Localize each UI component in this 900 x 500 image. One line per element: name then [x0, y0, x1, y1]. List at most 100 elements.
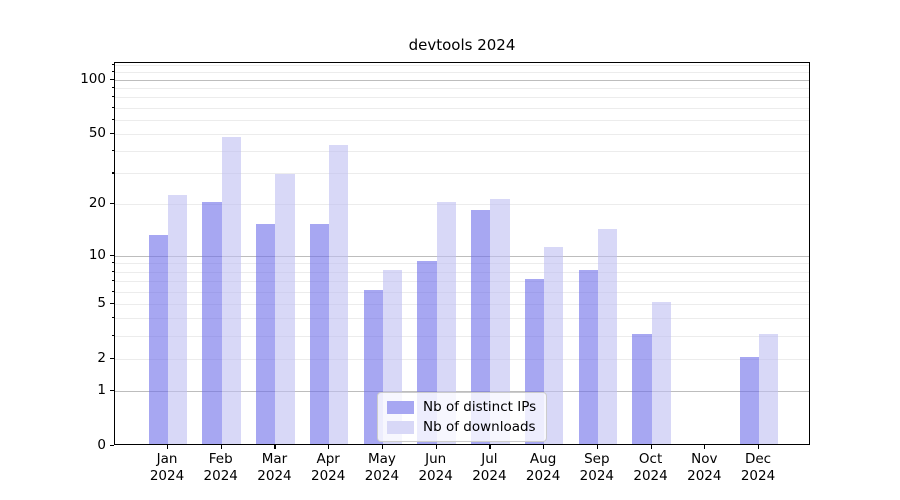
gridline-minor: [115, 204, 809, 206]
x-tick-mark: [274, 445, 276, 449]
x-tick-mark: [650, 445, 652, 449]
bar-distinct-ips-9: [632, 333, 652, 444]
legend: Nb of distinct IPs Nb of downloads: [377, 392, 547, 442]
bar-downloads-1: [221, 136, 242, 444]
x-tick-mark: [381, 445, 384, 449]
bar-downloads-11: [759, 333, 779, 444]
gridline-major: [115, 390, 809, 392]
gridline-major: [115, 79, 809, 81]
x-tick-mark: [704, 445, 706, 449]
y-minor-tick-mark: [111, 106, 114, 108]
x-tick-mark: [220, 445, 222, 449]
gridline-minor: [115, 335, 809, 337]
y-minor-tick-mark: [111, 86, 114, 89]
y-minor-tick-mark: [111, 203, 114, 205]
x-tick-label: Sep 2024: [579, 451, 614, 484]
bar-downloads-7: [544, 246, 564, 444]
x-tick-label: May 2024: [364, 451, 400, 484]
x-tick-label: Dec 2024: [740, 451, 776, 484]
x-tick-mark: [596, 445, 599, 449]
y-minor-tick-mark: [111, 270, 114, 272]
legend-label-distinct-ips: Nb of distinct IPs: [423, 399, 537, 415]
bar-distinct-ips-11: [739, 356, 760, 444]
y-tick-mark: [110, 78, 114, 80]
x-tick-mark: [758, 445, 760, 449]
x-tick-mark: [435, 445, 437, 449]
plot-area: [114, 62, 810, 445]
bar-distinct-ips-6: [471, 210, 491, 444]
gridline-minor: [115, 133, 809, 135]
y-tick-label: 10: [88, 246, 106, 263]
x-tick-label: Jan 2024: [149, 451, 185, 484]
gridline-minor: [115, 107, 809, 109]
x-tick-label: Feb 2024: [203, 451, 238, 484]
bar-downloads-8: [597, 229, 618, 444]
bar-downloads-3: [329, 145, 349, 444]
y-minor-tick-mark: [111, 290, 114, 292]
x-tick-label: Jun 2024: [418, 451, 453, 484]
y-tick-label: 1: [97, 381, 106, 398]
gridline-minor: [115, 119, 809, 121]
bar-distinct-ips-0: [148, 234, 168, 444]
y-tick-label: 5: [97, 294, 106, 311]
x-tick-mark: [167, 445, 169, 449]
gridline-minor: [115, 151, 809, 153]
gridline-minor: [115, 318, 809, 320]
y-minor-tick-mark: [111, 262, 114, 264]
gridline-major: [115, 255, 809, 257]
gridline-minor: [115, 173, 809, 175]
gridline-minor: [115, 303, 809, 305]
y-minor-tick-mark: [111, 317, 114, 319]
x-tick-label: Nov 2024: [687, 451, 722, 484]
y-minor-tick-mark: [111, 64, 114, 66]
y-minor-tick-mark: [111, 96, 114, 98]
gridline-minor: [115, 271, 809, 273]
gridline-minor: [115, 72, 809, 74]
legend-item-downloads: Nb of downloads: [387, 419, 537, 435]
x-tick-label: Aug 2024: [525, 451, 561, 484]
legend-swatch-downloads: [387, 420, 414, 434]
y-minor-tick-mark: [111, 150, 114, 152]
y-tick-mark: [110, 389, 114, 392]
gridline-minor: [115, 87, 809, 89]
gridline-minor: [115, 263, 809, 265]
y-tick-label: 100: [80, 70, 106, 87]
gridline-minor: [115, 280, 809, 282]
x-tick-mark: [543, 445, 545, 449]
y-tick-mark: [110, 445, 114, 447]
gridline-minor: [115, 291, 809, 293]
x-tick-mark: [328, 445, 330, 449]
bar-downloads-9: [651, 301, 671, 444]
chart-title: devtools 2024: [408, 36, 516, 54]
y-minor-tick-mark: [111, 71, 114, 73]
legend-label-downloads: Nb of downloads: [423, 419, 536, 435]
y-tick-label: 2: [97, 349, 106, 366]
gridline-minor: [115, 97, 809, 99]
bar-distinct-ips-3: [309, 223, 330, 444]
y-tick-mark: [110, 254, 114, 256]
y-minor-tick-mark: [111, 334, 114, 337]
y-minor-tick-mark: [111, 118, 114, 120]
bar-distinct-ips-1: [202, 202, 222, 444]
bar-downloads-0: [168, 195, 188, 444]
y-tick-label: 0: [97, 437, 106, 453]
y-minor-tick-mark: [111, 357, 114, 359]
x-tick-label: Mar 2024: [257, 451, 292, 484]
legend-item-distinct-ips: Nb of distinct IPs: [387, 399, 537, 415]
bar-downloads-2: [275, 173, 295, 444]
legend-swatch-distinct-ips: [387, 400, 414, 414]
x-tick-label: Apr 2024: [311, 451, 346, 484]
bar-distinct-ips-2: [256, 223, 276, 444]
gridline-minor: [115, 358, 809, 360]
y-tick-label: 20: [88, 195, 106, 212]
bar-downloads-6: [490, 198, 510, 444]
y-minor-tick-mark: [111, 302, 114, 304]
y-minor-tick-mark: [111, 172, 114, 174]
x-tick-label: Oct 2024: [633, 451, 668, 484]
y-minor-tick-mark: [111, 132, 114, 135]
x-tick-mark: [489, 445, 491, 449]
bar-distinct-ips-8: [578, 269, 598, 444]
y-minor-tick-mark: [111, 279, 114, 282]
x-tick-label: Jul 2024: [472, 451, 507, 484]
